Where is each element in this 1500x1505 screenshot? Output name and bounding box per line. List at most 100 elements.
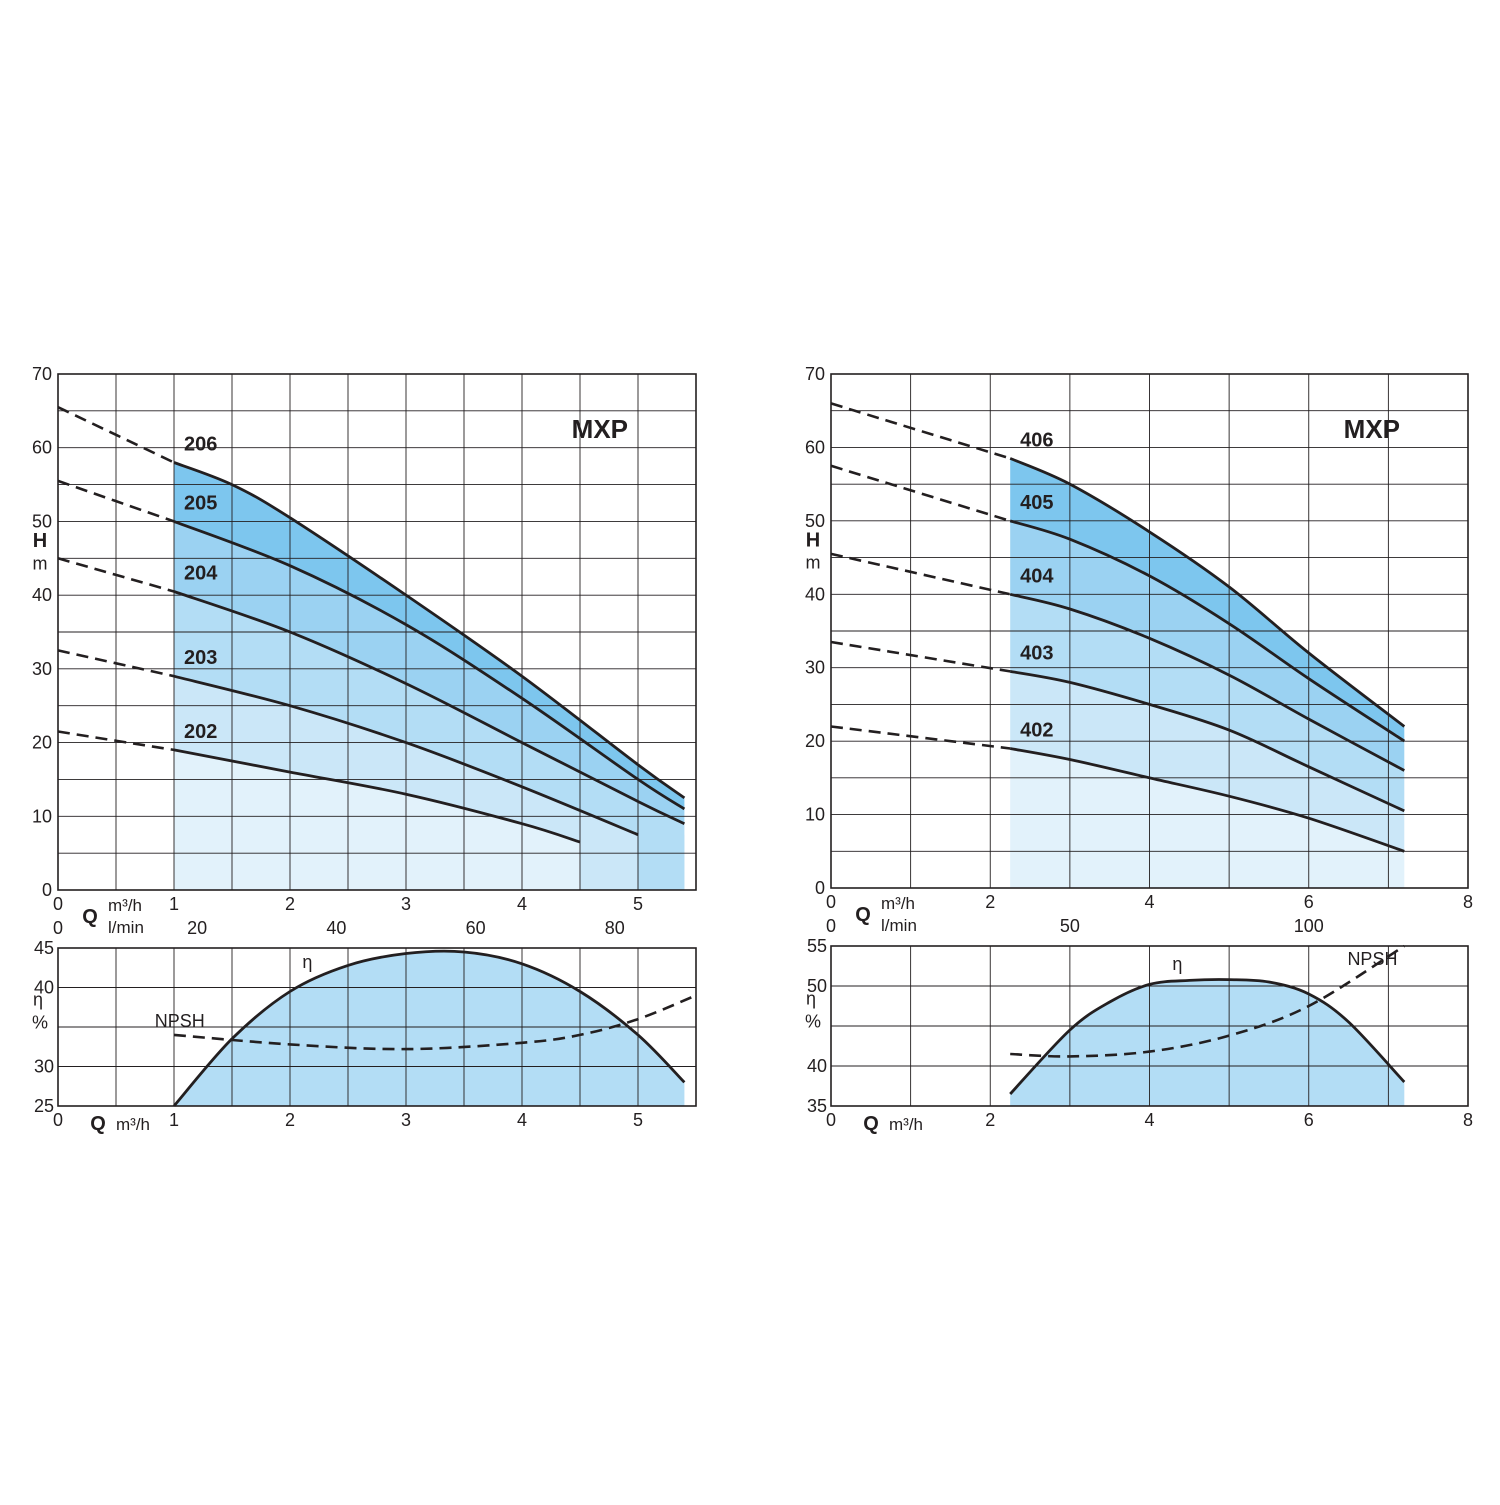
band-202 xyxy=(174,749,685,890)
efficiency-area xyxy=(174,951,685,1106)
curve-dashed-203 xyxy=(57,649,175,678)
y-axis-label: η xyxy=(806,988,816,1008)
y-tick-label: 35 xyxy=(807,1096,827,1116)
x-tick-label: 3 xyxy=(401,1110,411,1130)
curve-dashed-402 xyxy=(830,725,1011,750)
curve-dashed-404 xyxy=(830,552,1011,596)
series-label-202: 202 xyxy=(184,721,217,743)
y-tick-label: 30 xyxy=(805,658,825,678)
x-axis-label: Q xyxy=(863,1113,879,1135)
y-tick-label: 25 xyxy=(34,1096,54,1116)
y-tick-label: 0 xyxy=(815,878,825,898)
x-axis-unit-secondary: l/min xyxy=(881,916,917,935)
curve-npsh xyxy=(1010,944,1405,1058)
y-axis-unit: m xyxy=(33,553,48,573)
x-tick-label: 0 xyxy=(826,1110,836,1130)
x-tick-label: 5 xyxy=(633,894,643,914)
curve-404 xyxy=(1009,592,1405,772)
y-tick-label: 40 xyxy=(807,1056,827,1076)
x-axis-label: Q xyxy=(82,906,98,928)
x-tick-label: 2 xyxy=(985,892,995,912)
chart-title: MXP xyxy=(1344,414,1400,444)
curve-203 xyxy=(173,674,639,836)
x2-tick-label: 20 xyxy=(187,918,207,938)
curve-dashed-405 xyxy=(830,464,1011,523)
y-axis-label: H xyxy=(806,530,820,552)
x-tick-label: 4 xyxy=(517,1110,527,1130)
series-label-npsh: NPSH xyxy=(155,1011,205,1031)
band-204 xyxy=(174,591,685,890)
x-tick-label: 0 xyxy=(826,892,836,912)
x-axis-unit: m³/h xyxy=(881,894,915,913)
x-tick-label: 8 xyxy=(1463,892,1473,912)
x-tick-label: 6 xyxy=(1304,1110,1314,1130)
x-tick-label: 6 xyxy=(1304,892,1314,912)
x-tick-label: 2 xyxy=(285,1110,295,1130)
x-tick-label: 2 xyxy=(285,894,295,914)
curve-dashed-205 xyxy=(57,479,175,523)
y-tick-label: 10 xyxy=(32,806,52,826)
y-tick-label: 50 xyxy=(32,511,52,531)
plot-frame xyxy=(830,373,1469,889)
curve-dashed-406 xyxy=(830,402,1011,460)
series-label-efficiency: η xyxy=(1172,954,1182,974)
x-tick-label: 3 xyxy=(401,894,411,914)
x-tick-label: 4 xyxy=(1144,1110,1154,1130)
x2-tick-label: 100 xyxy=(1294,916,1324,936)
curve-dashed-206 xyxy=(57,406,175,464)
x-axis-unit-secondary: l/min xyxy=(108,918,144,937)
curve-dashed-202 xyxy=(57,730,175,752)
y-tick-label: 40 xyxy=(32,585,52,605)
y-axis-unit: m xyxy=(806,553,821,573)
plot-frame xyxy=(830,945,1469,1107)
band-403 xyxy=(1010,671,1405,888)
x-tick-label: 2 xyxy=(985,1110,995,1130)
x-tick-label: 4 xyxy=(517,894,527,914)
y-tick-label: 0 xyxy=(42,880,52,900)
x-axis-label: Q xyxy=(90,1113,106,1135)
y-tick-label: 60 xyxy=(805,437,825,457)
efficiency-chart-eff-right: η NPSH 35 40 50 55 η% 0 2 4 6 8 Q m³/h xyxy=(805,936,1473,1135)
x-axis-unit: m³/h xyxy=(889,1115,923,1134)
x-tick-label: 8 xyxy=(1463,1110,1473,1130)
y-tick-label: 40 xyxy=(805,584,825,604)
series-label-402: 402 xyxy=(1020,719,1053,741)
y-tick-label: 30 xyxy=(32,659,52,679)
x-tick-label: 1 xyxy=(169,894,179,914)
head-chart-head-right: 402 403 404 405 406 MXP 0 10 20 30 40 50 60 70 Hm 0 2 4 6 8… xyxy=(805,364,1473,936)
chart-title: MXP xyxy=(572,414,628,444)
series-label-205: 205 xyxy=(184,492,217,514)
series-label-406: 406 xyxy=(1020,429,1053,451)
y-axis-label: H xyxy=(33,530,47,552)
curve-efficiency xyxy=(172,949,686,1107)
band-405 xyxy=(1010,520,1405,888)
curve-npsh xyxy=(173,994,697,1051)
y-tick-label: 50 xyxy=(805,511,825,531)
y-axis-label: η xyxy=(33,990,43,1010)
x-axis-unit: m³/h xyxy=(108,896,142,915)
series-label-403: 403 xyxy=(1020,642,1053,664)
y-tick-label: 30 xyxy=(34,1057,54,1077)
x2-tick-label: 80 xyxy=(605,918,625,938)
y-axis-unit: % xyxy=(32,1013,48,1033)
y-axis-unit: % xyxy=(805,1012,821,1032)
x2-tick-label: 0 xyxy=(53,918,63,938)
band-402 xyxy=(1010,748,1405,888)
y-tick-label: 20 xyxy=(32,733,52,753)
y-tick-label: 10 xyxy=(805,805,825,825)
y-tick-label: 50 xyxy=(807,976,827,996)
band-406 xyxy=(1010,458,1405,888)
series-label-204: 204 xyxy=(184,562,218,584)
x-tick-label: 0 xyxy=(53,894,63,914)
curve-efficiency xyxy=(1009,978,1406,1095)
curve-406 xyxy=(1009,457,1406,728)
x-tick-label: 4 xyxy=(1144,892,1154,912)
band-205 xyxy=(174,521,685,890)
curve-204 xyxy=(173,590,686,825)
curve-206 xyxy=(173,461,686,800)
efficiency-area xyxy=(1010,979,1405,1106)
x2-tick-label: 60 xyxy=(466,918,486,938)
